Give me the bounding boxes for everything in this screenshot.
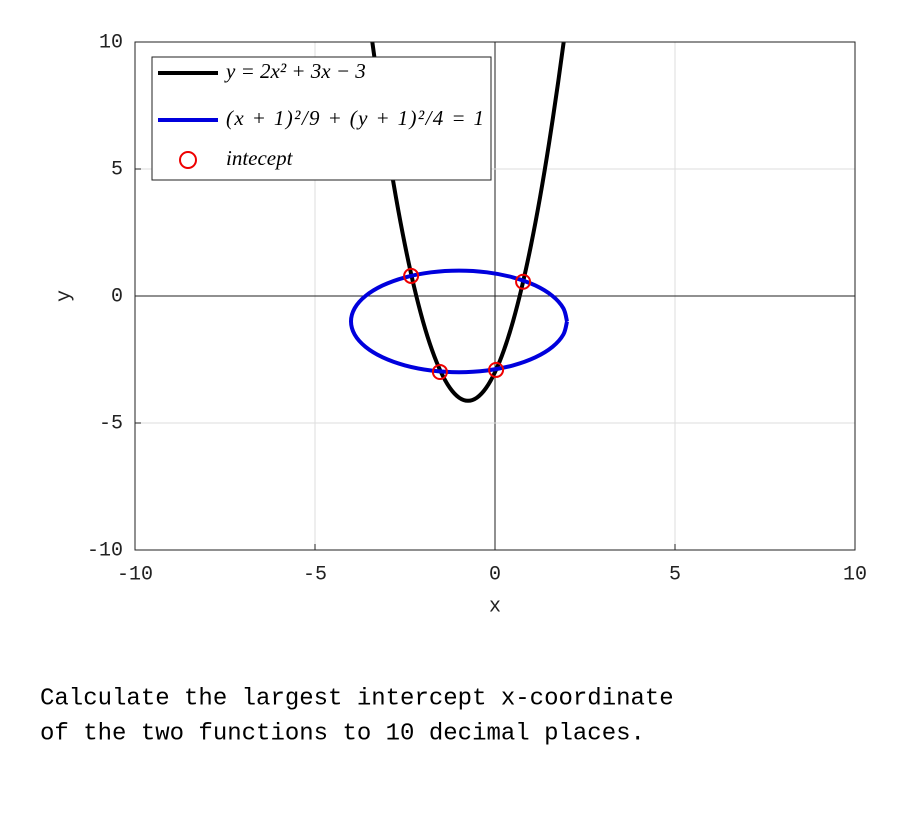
- question-line: of the two functions to 10 decimal place…: [40, 720, 645, 747]
- series-line: [348, 268, 569, 375]
- intercept-marker: [431, 363, 448, 380]
- y-tick-label: -5: [99, 412, 123, 435]
- x-tick-label: 5: [669, 563, 681, 586]
- intercept-marker: [403, 267, 420, 284]
- intercept-marker: [488, 361, 505, 378]
- question-line: Calculate the largest intercept x-coordi…: [40, 685, 674, 712]
- x-tick-label: -10: [117, 563, 153, 586]
- legend-label: (x + 1)²/9 + (y + 1)²/4 = 1: [226, 106, 484, 130]
- intercept-marker: [515, 273, 532, 290]
- x-tick-label: -5: [303, 563, 327, 586]
- legend-label: y = 2x² + 3x − 3: [224, 59, 366, 83]
- x-axis-label: x: [489, 595, 501, 618]
- legend-swatch: [179, 151, 197, 169]
- x-tick-label: 0: [489, 563, 501, 586]
- y-tick-label: -10: [87, 539, 123, 562]
- ticks: -10 -5 0 5 10 -10 -5 0 5 10: [87, 31, 867, 586]
- y-tick-label: 10: [99, 31, 123, 54]
- y-axis-label: y: [53, 290, 76, 302]
- x-tick-label: 10: [843, 563, 867, 586]
- series-layer: [348, 42, 569, 403]
- legend-label: intecept: [226, 146, 294, 170]
- series-line: [370, 42, 566, 403]
- y-tick-label: 5: [111, 158, 123, 181]
- legend: y = 2x² + 3x − 3 (x + 1)²/9 + (y + 1)²/4 …: [151, 56, 492, 181]
- y-tick-label: 0: [111, 285, 123, 308]
